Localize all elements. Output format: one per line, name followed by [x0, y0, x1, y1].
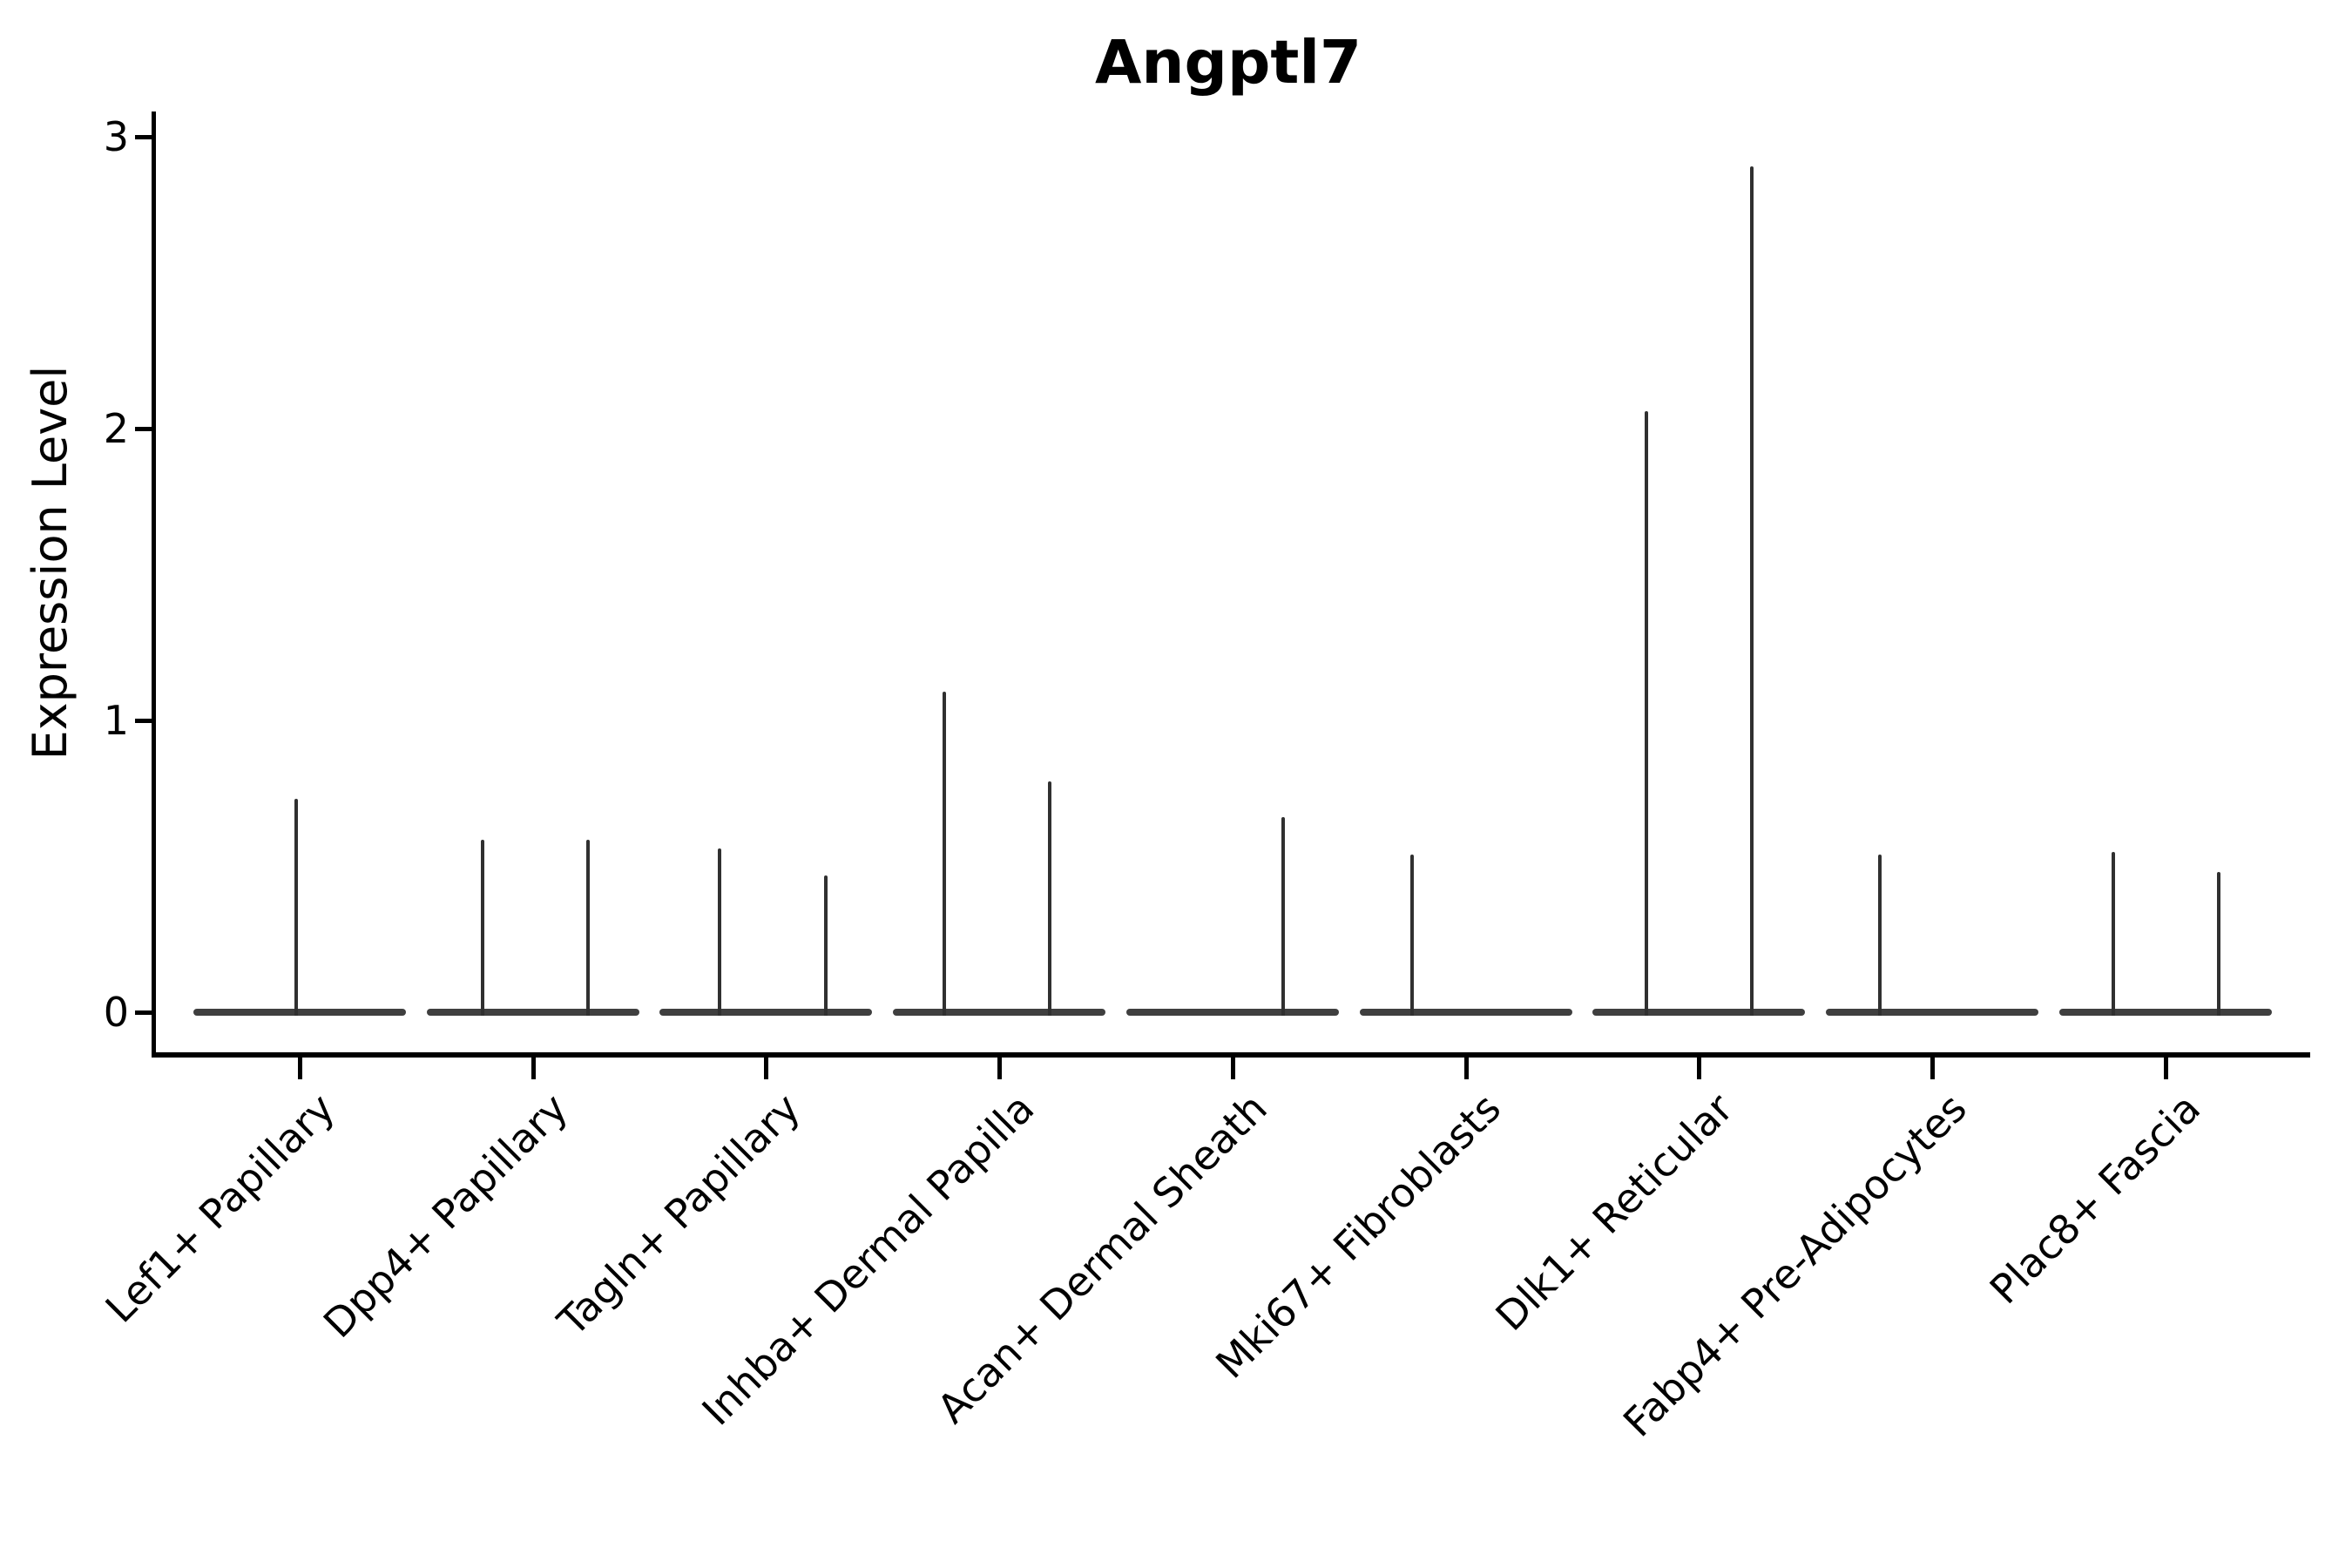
x-tick-label: Dpp4+ Papillary — [314, 1084, 578, 1348]
x-tick-label: Plac8+ Fascia — [1980, 1084, 2210, 1314]
violin-spike — [586, 840, 590, 1016]
violin-baseline — [1826, 1009, 2038, 1016]
x-tick-label: Dlk1+ Reticular — [1486, 1084, 1743, 1341]
x-axis-line — [152, 1052, 2310, 1058]
x-tick-mark — [298, 1058, 302, 1079]
violin-baseline — [2059, 1009, 2272, 1016]
x-tick-mark — [997, 1058, 1002, 1079]
x-tick-mark — [1231, 1058, 1235, 1079]
violin-spike — [1878, 855, 1882, 1016]
violin-baseline — [893, 1009, 1105, 1016]
violin-spike — [1281, 816, 1285, 1016]
x-tick-mark — [1930, 1058, 1935, 1079]
violin-baseline — [193, 1009, 406, 1016]
violin-spike — [2217, 872, 2220, 1016]
violin-spike — [1750, 166, 1754, 1016]
x-tick-label: Tagln+ Papillary — [549, 1084, 810, 1345]
x-tick-mark — [531, 1058, 536, 1079]
x-tick-label: Lef1+ Papillary — [96, 1084, 344, 1332]
y-tick-mark — [135, 135, 153, 139]
y-tick-mark — [135, 719, 153, 723]
violin-spike — [824, 875, 828, 1016]
violin-baseline — [1126, 1009, 1339, 1016]
violin-spike — [1048, 781, 1051, 1016]
plot-title: Angptl7 — [1095, 28, 1362, 98]
violin-spike — [1410, 855, 1414, 1016]
x-tick-mark — [1697, 1058, 1701, 1079]
violin-spike — [2112, 851, 2115, 1016]
violin-baseline — [427, 1009, 639, 1016]
y-tick-mark — [135, 427, 153, 431]
y-tick-label: 3 — [103, 113, 129, 160]
violin-baseline — [1592, 1009, 1805, 1016]
violin-baseline — [1360, 1009, 1572, 1016]
x-tick-mark — [2164, 1058, 2168, 1079]
y-tick-mark — [135, 1010, 153, 1015]
y-axis-line — [152, 112, 156, 1058]
violin-spike — [294, 799, 298, 1016]
x-tick-mark — [1464, 1058, 1469, 1079]
y-tick-label: 1 — [103, 697, 129, 744]
x-tick-mark — [764, 1058, 768, 1079]
violin-spike — [943, 691, 946, 1016]
violin-baseline — [659, 1009, 872, 1016]
y-tick-label: 2 — [103, 405, 129, 452]
y-tick-label: 0 — [103, 989, 129, 1036]
violin-spike — [718, 848, 721, 1016]
violin-spike — [481, 840, 484, 1016]
violin-spike — [1645, 410, 1648, 1016]
